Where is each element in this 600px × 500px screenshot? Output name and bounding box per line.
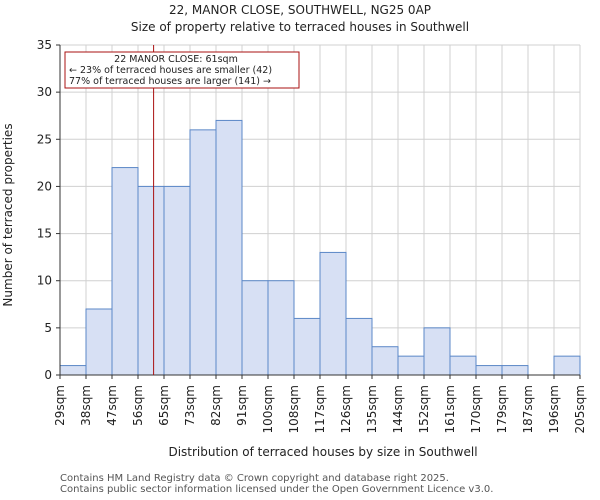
bar [163, 185, 191, 376]
y-tick-label: 20 [37, 179, 52, 193]
annotation-line-3: 77% of terraced houses are larger (141) … [69, 76, 271, 87]
x-tick-label: 152sqm [417, 385, 431, 433]
annotation-line-1: 22 MANOR CLOSE: 61sqm [114, 54, 238, 65]
y-tick-label: 5 [44, 321, 52, 335]
bar [475, 365, 503, 376]
bar [137, 185, 165, 376]
footer-line-1: Contains HM Land Registry data © Crown c… [60, 473, 449, 484]
x-tick-label: 161sqm [443, 385, 457, 433]
bar [241, 280, 269, 376]
x-tick-label: 135sqm [365, 385, 379, 433]
y-tick-label: 15 [37, 227, 52, 241]
x-tick-label: 196sqm [547, 385, 561, 433]
x-tick-label: 187sqm [521, 385, 535, 433]
annotation-line-2: ← 23% of terraced houses are smaller (42… [69, 65, 272, 76]
x-tick-label: 144sqm [391, 385, 405, 433]
x-tick-label: 179sqm [495, 385, 509, 433]
x-tick-label: 82sqm [209, 385, 223, 426]
bar-chart: 0 5 10 15 20 25 30 35 29sqm 38sqm 47sqm 56sqm 65sqm 7… [1, 38, 587, 459]
bar [85, 308, 113, 376]
bar [449, 355, 477, 376]
chart-title: 22, MANOR CLOSE, SOUTHWELL, NG25 0AP [168, 3, 432, 17]
x-tick-label: 38sqm [79, 385, 93, 426]
y-tick-label: 10 [37, 274, 52, 288]
y-axis-label: Number of terraced properties [1, 123, 15, 306]
bar [59, 365, 87, 376]
y-tick-label: 35 [37, 38, 52, 52]
x-tick-label: 205sqm [573, 385, 587, 433]
x-tick-label: 65sqm [157, 385, 171, 426]
x-tick-label: 117sqm [313, 385, 327, 433]
x-tick-label: 47sqm [105, 385, 119, 426]
bar [397, 355, 425, 376]
x-tick-label: 73sqm [183, 385, 197, 426]
bar [371, 346, 399, 376]
bar [501, 365, 529, 376]
bar [423, 327, 451, 376]
y-tick-label: 30 [37, 85, 52, 99]
x-tick-label: 126sqm [339, 385, 353, 433]
x-axis-label: Distribution of terraced houses by size … [168, 445, 477, 459]
bar [111, 167, 139, 376]
bar [319, 251, 347, 376]
bar [345, 317, 373, 376]
x-tick-label: 108sqm [287, 385, 301, 433]
x-tick-label: 91sqm [235, 385, 249, 426]
bar [189, 129, 217, 376]
bar [267, 280, 295, 376]
chart-subtitle: Size of property relative to terraced ho… [130, 20, 470, 34]
x-tick-label: 29sqm [53, 385, 67, 426]
y-tick-label: 0 [44, 368, 52, 382]
x-tick-label: 100sqm [261, 385, 275, 433]
footer-line-2: Contains public sector information licen… [60, 484, 494, 495]
bar [215, 119, 243, 376]
annotation-box [64, 51, 300, 89]
bar [553, 355, 581, 376]
bar [293, 317, 321, 376]
x-tick-label: 56sqm [131, 385, 145, 426]
x-tick-label: 170sqm [469, 385, 483, 433]
y-tick-label: 25 [37, 132, 52, 146]
